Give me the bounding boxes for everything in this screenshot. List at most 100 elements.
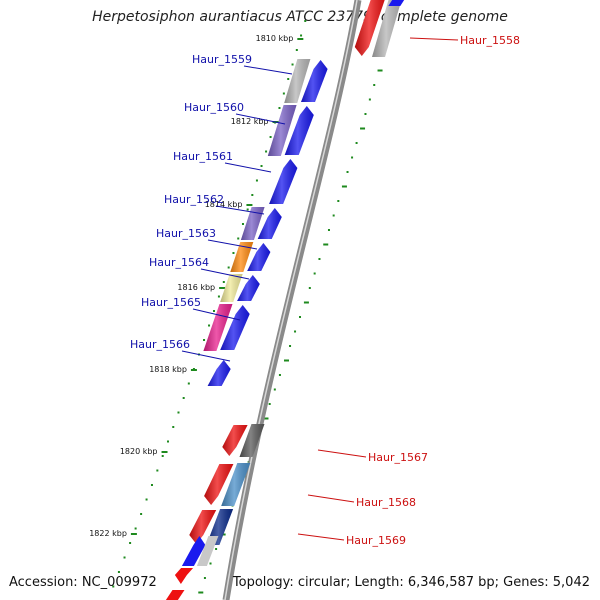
gc-dot (187, 382, 190, 385)
gene-label[interactable]: Haur_1568 (356, 496, 416, 509)
gene-leader-line (224, 162, 272, 173)
gc-dot (217, 295, 220, 298)
gc-dot (166, 440, 169, 443)
map-title: Herpetosiphon aurantiacus ATCC 23779, co… (92, 9, 508, 25)
tick-label: 1812 kbp (231, 117, 269, 126)
gene-label[interactable]: Haur_1560 (184, 101, 244, 114)
gc-dot (278, 374, 281, 376)
position-ticks: 1810 kbp 1812 kbp 1814 kbp 1816 kbp 1818 kbp… (89, 34, 304, 538)
tick-label: 1814 kbp (205, 200, 243, 209)
gene-leader-line (297, 533, 345, 541)
gc-dot (364, 113, 367, 115)
gene-arrow-shading (257, 208, 282, 239)
gene-leader-line (192, 308, 241, 321)
cog-category-bar (196, 536, 219, 566)
genome-backbone-line (222, 0, 362, 600)
gc-dot (208, 324, 211, 327)
gene-haur-1559[interactable] (284, 59, 328, 103)
gene-label[interactable]: Haur_1559 (192, 53, 252, 66)
gc-dot (295, 49, 298, 51)
tick-label: 1816 kbp (177, 283, 215, 292)
gene-haur-1561[interactable] (269, 159, 298, 204)
gc-dot (332, 214, 335, 217)
gc-dot (237, 237, 240, 240)
gc-dot (150, 484, 153, 486)
gene-label[interactable]: Haur_1566 (130, 338, 190, 351)
gene-arrow-shading (189, 510, 217, 544)
cog-category-shading (239, 424, 265, 457)
gene-arrow-shading (354, 0, 385, 56)
gene-label[interactable]: Haur_1564 (149, 256, 209, 269)
gc-dot (129, 542, 132, 544)
gc-dot (215, 548, 218, 550)
cog-category-shading (203, 304, 233, 351)
gene-labels: Haur_1558 Haur_1559 Haur_1560 Haur_1561 Haur… (130, 34, 520, 547)
gc-dot (368, 98, 371, 101)
gene-leader-line (200, 268, 250, 280)
gene-arrow-unlabeled[interactable] (164, 590, 185, 600)
gene-arrow-shading (222, 425, 248, 456)
gc-dot (123, 556, 126, 559)
gc-dot (241, 223, 244, 225)
gene-arrow-shading (237, 275, 260, 301)
gene-label[interactable]: Haur_1569 (346, 534, 406, 547)
gc-dot (304, 20, 307, 22)
cog-category-shading (267, 105, 297, 156)
gene-leader-line (181, 350, 231, 362)
gene-haur-1565[interactable] (203, 304, 250, 351)
gene-haur-1564[interactable] (220, 274, 260, 302)
accession-text: Accession: NC_009972 (9, 575, 157, 590)
gc-dot (263, 417, 269, 420)
gc-dot (255, 179, 258, 182)
gene-haur-1562[interactable] (240, 207, 282, 240)
gene-label[interactable]: Haur_1558 (460, 34, 520, 47)
gene-haur-1560[interactable] (267, 105, 314, 156)
gc-dot (182, 397, 185, 399)
gc-dot (140, 513, 143, 515)
gene-haur-1563[interactable] (230, 242, 271, 272)
gc-dot (284, 359, 290, 362)
gc-dot (351, 156, 354, 159)
gene-haur-1568[interactable] (204, 463, 251, 506)
gc-dot (203, 339, 206, 341)
gc-dot (246, 208, 249, 211)
tick-label: 1818 kbp (149, 365, 187, 374)
gene-leader-line (307, 494, 355, 503)
gene-leader-line (207, 239, 258, 250)
gene-label[interactable]: Haur_1562 (164, 193, 224, 206)
cog-category-shading (221, 463, 251, 506)
cog-category-shading (284, 59, 311, 103)
gene-label[interactable]: Haur_1563 (156, 227, 216, 240)
tick-mark (190, 369, 197, 371)
gene-label[interactable]: Haur_1561 (173, 150, 233, 163)
gc-dot (355, 142, 358, 144)
gene-arrow-unlabeled[interactable] (174, 568, 194, 584)
gene-haur-1567[interactable] (222, 424, 265, 457)
gene-arrow-shading (207, 360, 231, 386)
gc-dot (300, 34, 303, 37)
gene-arrow-shading (247, 243, 271, 271)
tick-mark (219, 287, 226, 289)
gc-dot (172, 426, 175, 428)
gene-arrow-unlabeled[interactable] (388, 0, 405, 6)
gene-haur-1558[interactable] (354, 0, 404, 57)
gene-leader-line (235, 113, 286, 125)
gc-dot (299, 316, 302, 318)
genome-summary-text: Topology: circular; Length: 6,346,587 bp… (232, 575, 590, 590)
gc-dot (373, 84, 376, 86)
gene-label[interactable]: Haur_1565 (141, 296, 201, 309)
gc-dot (323, 243, 329, 246)
tick-label: 1822 kbp (89, 529, 127, 538)
gc-dot (134, 527, 137, 530)
gc-dot (227, 266, 230, 269)
gene-arrow-unlabeled[interactable] (181, 536, 206, 566)
gc-dot (282, 92, 285, 95)
gene-arrow-shading (301, 60, 328, 102)
gene-label[interactable]: Haur_1567 (368, 451, 428, 464)
gene-haur-1566[interactable] (207, 360, 231, 386)
cog-category-shading (230, 242, 254, 272)
gc-dot (313, 272, 316, 275)
gc-dot (360, 127, 366, 130)
